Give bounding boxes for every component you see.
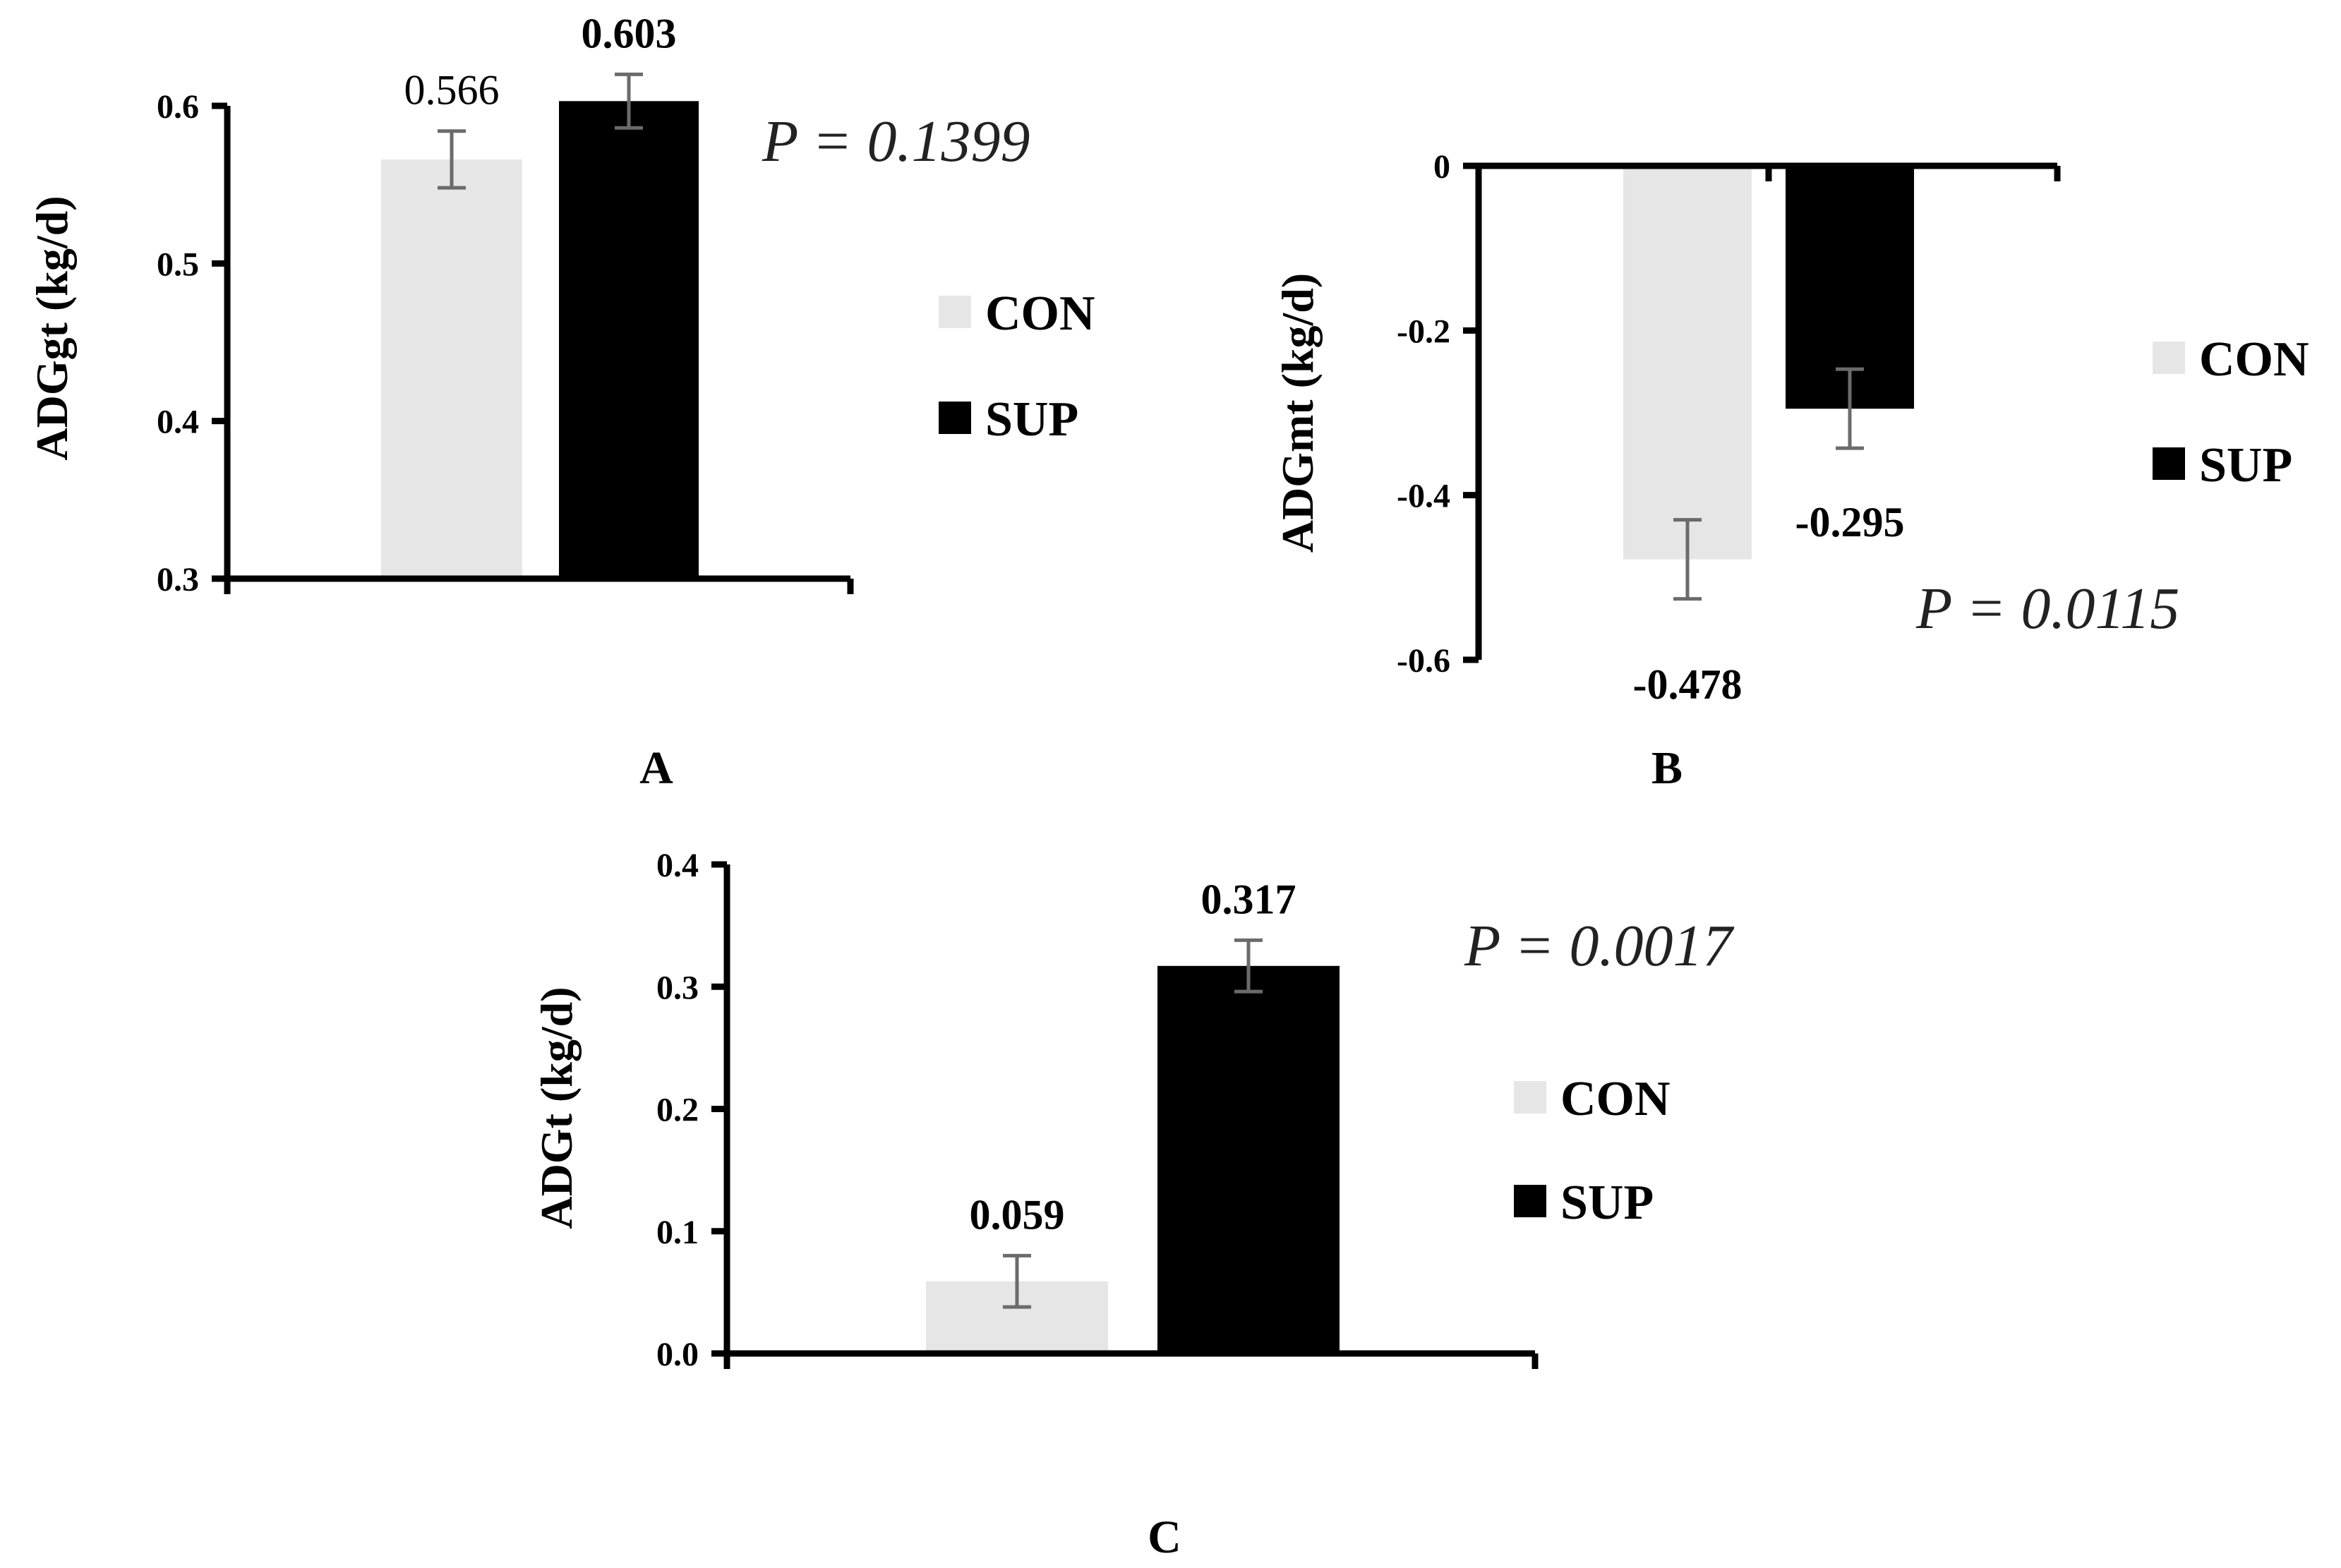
- error-bar-con: [1003, 1253, 1031, 1309]
- legend-swatch-sup: [939, 402, 971, 434]
- legend-swatch-con: [939, 296, 971, 328]
- y-tick-label: 0.1: [656, 1214, 699, 1251]
- legend-swatch-sup: [1514, 1185, 1546, 1217]
- error-bar-sup: [615, 72, 643, 130]
- legend-label-con: CON: [1560, 1072, 1671, 1126]
- legend-swatch-con: [2153, 342, 2185, 374]
- chart-panel-b: 0 -0.2 -0.4 -0.6 ADGmt (kg/d) -0.478 -0.295 CON…: [1272, 148, 2309, 794]
- p-value: P = 0.1399: [762, 109, 1030, 174]
- data-label-sup: -0.295: [1795, 499, 1905, 545]
- legend-label-sup: SUP: [2199, 438, 2292, 493]
- bar-con: [381, 159, 522, 579]
- p-value: P = 0.0115: [1915, 576, 2179, 641]
- axes: [1475, 162, 2061, 660]
- bar-con: [1623, 166, 1752, 560]
- y-axis-title: ADGgt (kg/d): [27, 195, 77, 460]
- y-tick-label: 0.0: [656, 1336, 699, 1373]
- legend-swatch-con: [1514, 1081, 1546, 1114]
- error-bar-con: [1673, 518, 1702, 601]
- bar-sup: [1157, 965, 1340, 1353]
- data-label-con: -0.478: [1633, 661, 1743, 708]
- p-value: P = 0.0017: [1464, 913, 1734, 979]
- y-tick-label: 0.6: [157, 88, 199, 126]
- y-tick-label: 0.4: [157, 404, 199, 441]
- legend-label-con: CON: [2199, 332, 2309, 387]
- y-tick-label: 0.3: [157, 561, 199, 598]
- legend-label-sup: SUP: [1560, 1176, 1654, 1230]
- error-bar-con: [438, 129, 466, 190]
- chart-panel-c: 0.0 0.1 0.2 0.3 0.4 ADGt (kg/d) 0.059 0.317 CON S…: [531, 847, 1734, 1563]
- panel-letter: A: [639, 742, 673, 794]
- y-tick-label: 0.4: [656, 847, 699, 884]
- data-label-con: 0.566: [404, 67, 500, 114]
- y-tick-label: -0.4: [1397, 478, 1450, 515]
- panel-letter: C: [1148, 1512, 1181, 1563]
- legend: CON SUP: [1514, 1072, 1671, 1230]
- y-axis-title: ADGt (kg/d): [531, 987, 582, 1229]
- axes: [224, 106, 854, 594]
- legend-label-sup: SUP: [985, 392, 1078, 447]
- data-label-con: 0.059: [970, 1191, 1065, 1238]
- y-tick-label: 0.2: [656, 1092, 699, 1129]
- y-tick-label: -0.2: [1397, 313, 1450, 350]
- legend: CON SUP: [2153, 332, 2309, 493]
- y-tick-label: 0.3: [656, 969, 699, 1006]
- y-axis-title: ADGmt (kg/d): [1272, 273, 1323, 553]
- y-tick-label: 0: [1433, 148, 1450, 186]
- y-tick-label: 0.5: [157, 246, 199, 283]
- error-bar-sup: [1836, 367, 1864, 450]
- legend: CON SUP: [939, 287, 1095, 447]
- legend-swatch-sup: [2153, 447, 2185, 480]
- y-tick-label: -0.6: [1397, 642, 1450, 680]
- bar-sup: [559, 101, 699, 579]
- axes: [723, 864, 1539, 1369]
- data-label-sup: 0.317: [1201, 876, 1296, 922]
- legend-label-con: CON: [985, 287, 1095, 341]
- panel-letter: B: [1651, 742, 1683, 794]
- error-bar-sup: [1234, 938, 1263, 994]
- chart-panel-a: 0.3 0.4 0.5 0.6 ADGgt (kg/d) 0.566 0.603 CON SUP…: [27, 10, 1095, 794]
- data-label-sup: 0.603: [582, 10, 677, 56]
